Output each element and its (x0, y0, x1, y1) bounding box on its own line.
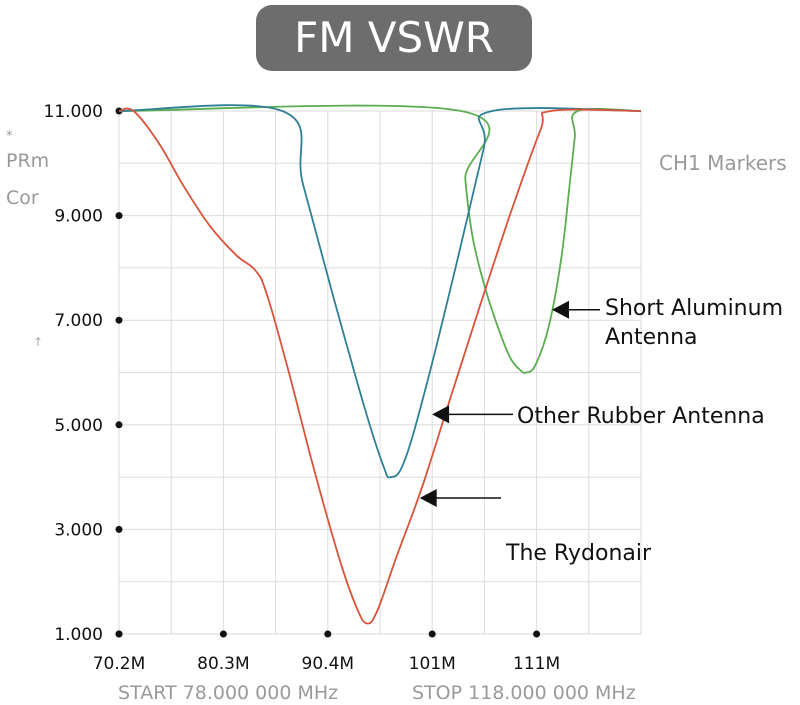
side-label-arrow: ↑ (33, 335, 43, 349)
x-tick-dot (428, 630, 436, 638)
annotation-arrow-icon (552, 300, 570, 319)
y-tick-label: 9.000 (54, 207, 103, 227)
y-axis: 1.000 3.000 5.000 7.000 9.000 11.000 (44, 102, 123, 645)
x-tick-dot (115, 630, 123, 638)
x-tick-label: 101M (409, 654, 456, 674)
series-line-the-rydonair (118, 107, 642, 625)
x-tick-dot (219, 630, 227, 638)
annotation-arrow-icon (432, 405, 450, 424)
plot-grid (118, 110, 642, 635)
side-label-star: * (6, 129, 13, 144)
y-tick-dot (115, 212, 123, 220)
annotation-arrow-icon (419, 489, 437, 508)
y-tick-label: 1.000 (54, 625, 103, 645)
annotation-label: The Rydonair (505, 541, 652, 566)
y-tick-label: 3.000 (54, 520, 103, 540)
annotation-label: Short Aluminum (605, 296, 783, 321)
side-label-cor: Cor (6, 187, 39, 209)
chart-title: FM VSWR (294, 13, 494, 62)
y-tick-label: 5.000 (54, 416, 103, 436)
title-background (256, 5, 532, 71)
x-tick-label: 90.4M (302, 654, 355, 674)
annotation-label: Other Rubber Antenna (517, 404, 765, 429)
y-tick-dot (115, 421, 123, 429)
x-tick-dot (324, 630, 332, 638)
annotations: Short Aluminum Antenna Other Rubber Antenn… (419, 296, 783, 566)
annotation-label: Antenna (605, 325, 698, 350)
x-tick-dot (533, 630, 541, 638)
series-line-short-aluminum-antenna (118, 104, 642, 374)
stop-frequency-label: STOP 118.000 000 MHz (412, 682, 636, 704)
y-tick-dot (115, 525, 123, 533)
series-line-other-rubber-antenna (118, 104, 642, 479)
markers-label: CH1 Markers (659, 151, 787, 175)
x-tick-label: 80.3M (197, 654, 250, 674)
title-badge: FM VSWR (256, 5, 532, 71)
series-lines (118, 104, 642, 625)
x-tick-label: 70.2M (93, 654, 146, 674)
x-tick-label: 111M (513, 654, 560, 674)
y-tick-label: 7.000 (54, 311, 103, 331)
y-tick-dot (115, 316, 123, 324)
y-tick-label: 11.000 (44, 102, 103, 122)
start-frequency-label: START 78.000 000 MHz (118, 682, 338, 704)
x-axis: 70.2M 80.3M 90.4M 101M 111M (93, 630, 560, 674)
side-label-prm: PRm (6, 150, 49, 172)
